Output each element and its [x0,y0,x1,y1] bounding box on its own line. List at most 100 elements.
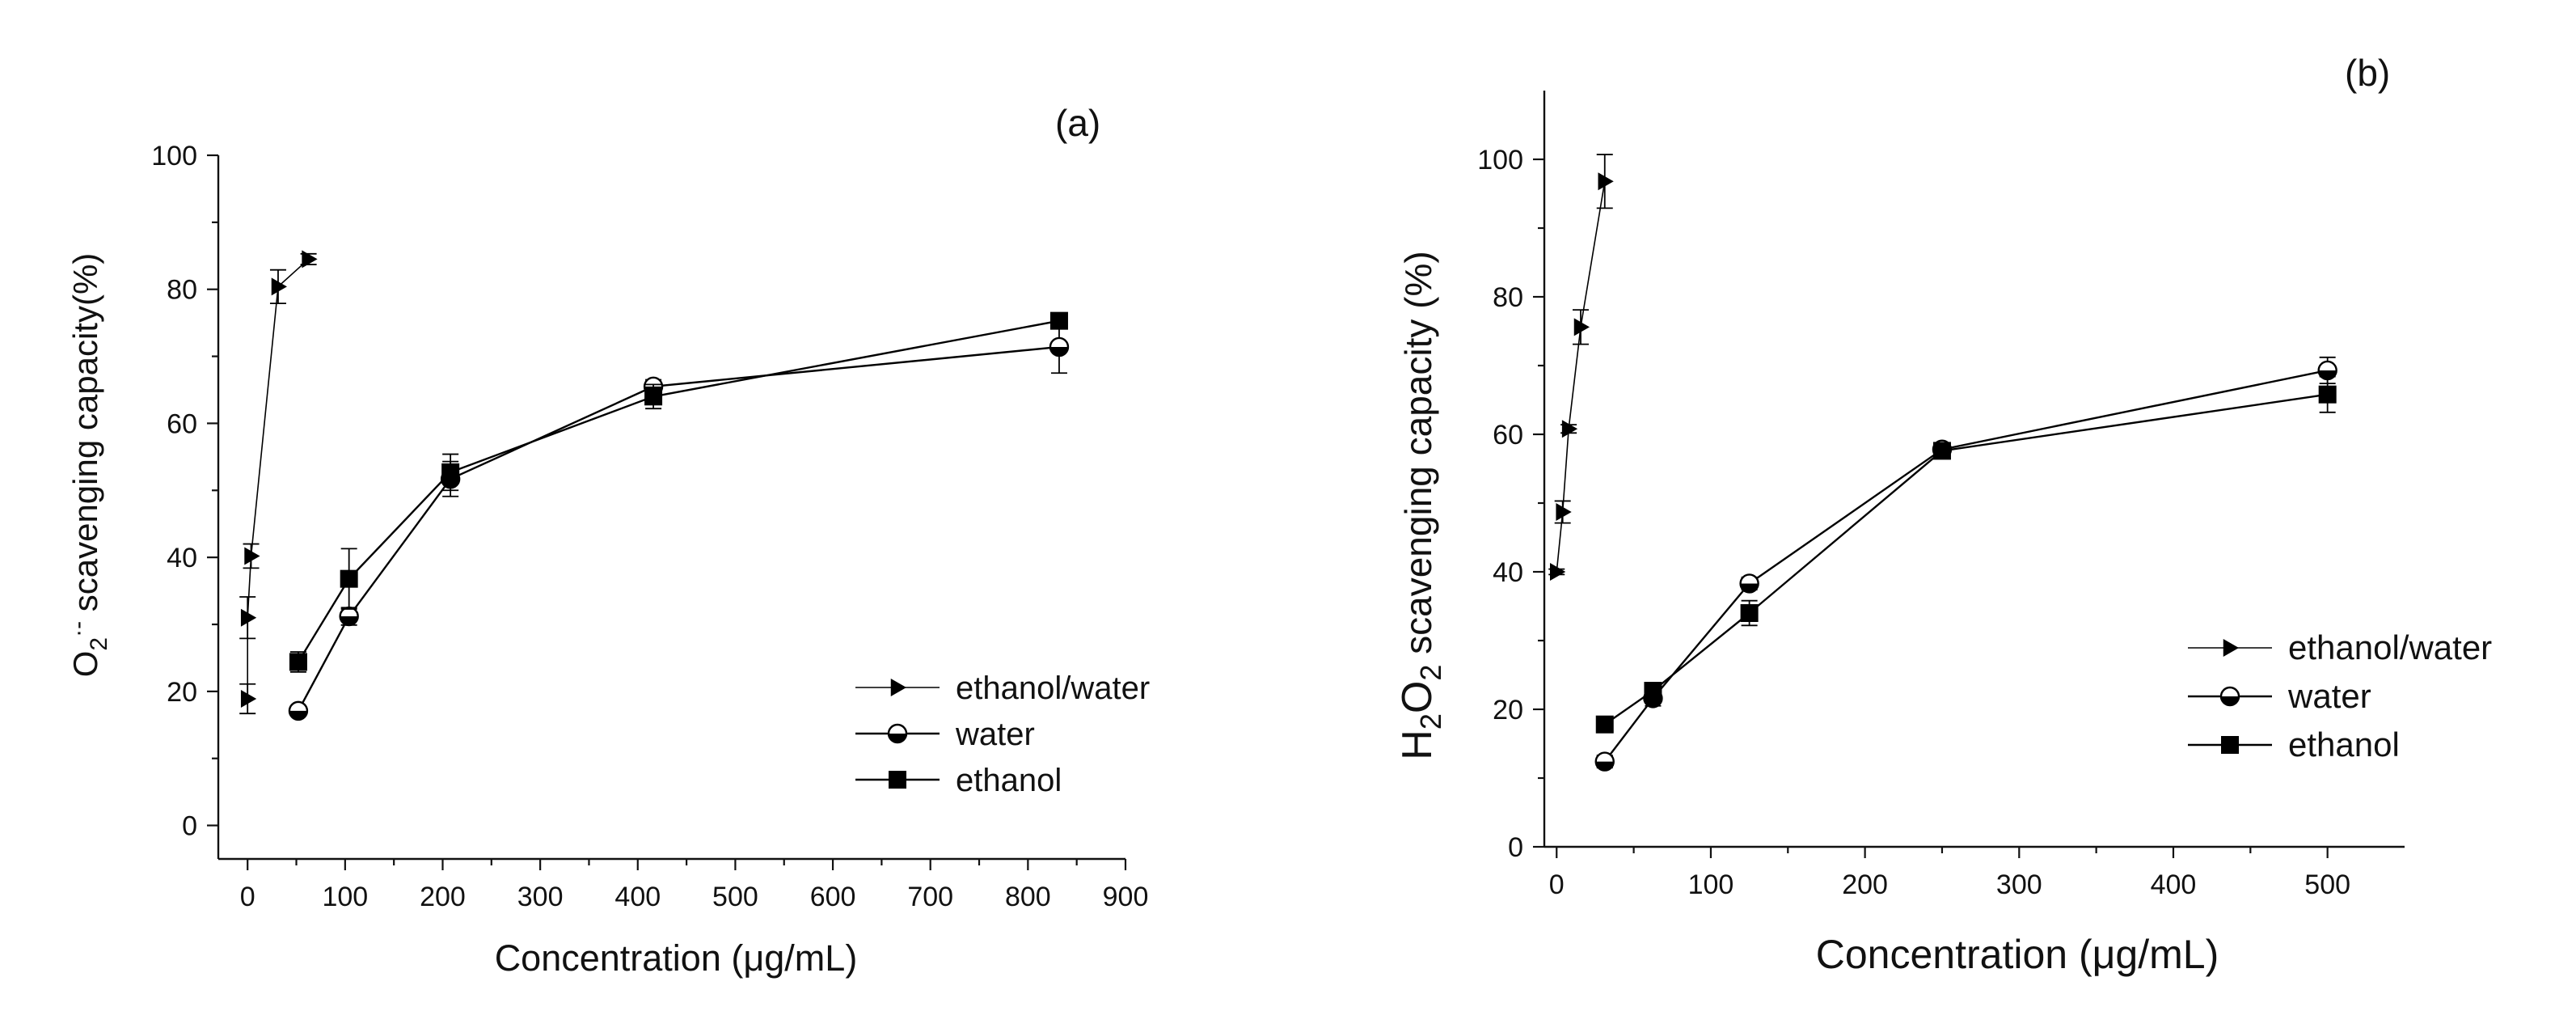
panel-b-x-tick-label: 500 [2304,869,2350,900]
panel-a-line-ethanol [297,319,1060,663]
panel-a-line-ethanol-water [247,258,310,699]
panel-b-point-ethanol-water [1556,503,1572,522]
legend-marker-water-fill [889,734,906,742]
panel-b-x-axis-label: Concentration (μg/mL) [1816,932,2219,977]
panel-b-point-ethanol-water [1598,172,1614,191]
panel-a-point-ethanol-water [302,250,318,269]
panel-b-point-ethanol [1932,442,1951,460]
panel-b-point-ethanol [1740,604,1759,622]
legend-label-water: water [2287,677,2371,715]
panel-b-series-ethanol-water [1548,154,1614,581]
panel-a-point-water [288,700,309,721]
legend-label-ethanol-water: ethanol/water [956,670,1150,706]
panel-a-point-ethanol [1049,311,1068,330]
panel-b-point-ethanol-water [1550,563,1566,581]
panel-b-x-tick-label: 300 [1996,869,2042,900]
panel-a-point-ethanol [644,387,663,406]
y-label-b-sub1: 2 [1414,713,1447,730]
panel-a-y-axis-label: O2·- scavenging capacity(%) [65,253,112,678]
panel-a-point-ethanol-water [271,277,287,296]
panel-b-label: (b) [2345,52,2390,94]
panel-b-x-tick-label: 100 [1688,869,1734,900]
panel-b-point-ethanol-water [1561,420,1578,438]
panel-b-y-tick-label: 100 [1477,145,1523,176]
panel-a-y-tick-label: 100 [151,141,197,171]
panel-a-point-ethanol-water [240,689,257,708]
legend-label-ethanol: ethanol [956,763,1062,798]
panel-b-point-water-fill [1644,698,1662,708]
panel-a-x-tick-label: 600 [810,882,856,912]
panel-b-y-tick-label: 80 [1493,282,1523,313]
panel-b-y-tick-label: 40 [1493,557,1523,588]
panel-a-x-tick-label: 400 [614,882,661,912]
chart-panel-b: (b) Concentration (μg/mL) H2O2 scavengin… [1394,52,2492,977]
panel-a-point-ethanol [441,463,460,481]
y-label-b-o: O [1394,681,1441,713]
panel-a-x-axis-label: Concentration (μg/mL) [495,937,858,979]
panel-a-x-tick-label: 300 [517,882,564,912]
y-label-b-rest: scavenging capacity (%) [1397,251,1439,664]
legend-label-ethanol-water: ethanol/water [2288,628,2492,666]
panel-a-point-ethanol [340,569,358,588]
panel-a-point-water [339,606,359,627]
panel-b-point-water-fill [1595,761,1614,771]
panel-a-point-water-fill [1049,346,1068,356]
panel-b-legend: ethanol/water water ethanol [2188,628,2492,764]
panel-a-y-tick-label: 20 [167,677,197,708]
legend-marker-ethanol [889,771,906,789]
y-label-a-sub: 2 [86,637,112,651]
panel-b-point-ethanol [2318,385,2337,404]
panel-a-x-tick-label: 0 [240,882,255,912]
panel-b-point-ethanol [1595,715,1614,734]
panel-a-y-tick-label: 60 [167,408,197,439]
panel-b-series-ethanol [1595,375,2337,734]
legend-marker-water-fill [2221,696,2239,705]
panel-b-y-tick-label: 0 [1508,832,1523,863]
panel-a-x-tick-label: 500 [712,882,758,912]
panel-a-y-tick-label: 40 [167,543,197,573]
panel-a-x-tick-label: 100 [322,882,368,912]
panel-a-series-ethanol-water [239,250,318,715]
panel-a-point-ethanol-water [244,547,260,565]
panel-a-line-water [297,345,1060,712]
panel-b-y-tick-label: 60 [1493,420,1523,451]
panel-b-line-water [1603,369,2328,763]
panel-b-point-water [1594,751,1615,772]
panel-a-series-ethanol [289,311,1068,673]
panel-a-x-tick-label: 700 [907,882,953,912]
panel-b-x-tick-label: 200 [1842,869,1888,900]
legend-marker-ethanol-water [2223,639,2239,657]
panel-a-point-water [1049,336,1070,357]
panel-a-series-water [288,319,1070,721]
panel-a-label: (a) [1055,102,1100,144]
panel-a-x-tick-label: 200 [420,882,466,912]
panel-a-point-water-fill [289,710,307,720]
panel-a-point-water-fill [340,616,358,626]
panel-b-point-water-fill [1740,583,1759,593]
panel-a-y-tick-label: 80 [167,275,197,306]
panel-a-x-tick-label: 900 [1103,882,1149,912]
legend-marker-water [887,723,908,744]
panel-a-x-tick-label: 800 [1005,882,1051,912]
panel-b-point-ethanol [1644,682,1662,700]
panel-a-point-ethanol [289,653,307,671]
legend-marker-ethanol [2221,736,2239,754]
panel-b-x-tick-label: 0 [1549,869,1565,900]
panel-b-x-tick-label: 400 [2151,869,2197,900]
legend-marker-ethanol-water [890,679,906,696]
legend-label-water: water [955,717,1035,752]
legend-label-ethanol: ethanol [2288,725,2400,764]
y-label-a-sup: ·- [65,621,91,637]
panel-b-point-ethanol-water [1573,318,1590,336]
legend-marker-water [2219,686,2240,707]
panel-a-legend: ethanol/water water ethanol [855,670,1150,798]
panel-b-point-water [1739,573,1759,594]
chart-panel-a: (a) Concentration (μg/mL) O2·- scavengin… [65,102,1150,979]
panel-b-series-water [1594,356,2337,772]
panel-a-point-ethanol-water [240,608,257,627]
y-label-b-sub2: 2 [1414,665,1447,681]
panel-b-y-axis-label: H2O2 scavenging capacity (%) [1394,251,1447,759]
panel-b-y-tick-label: 20 [1493,695,1523,725]
y-label-a-main: O [66,651,104,678]
